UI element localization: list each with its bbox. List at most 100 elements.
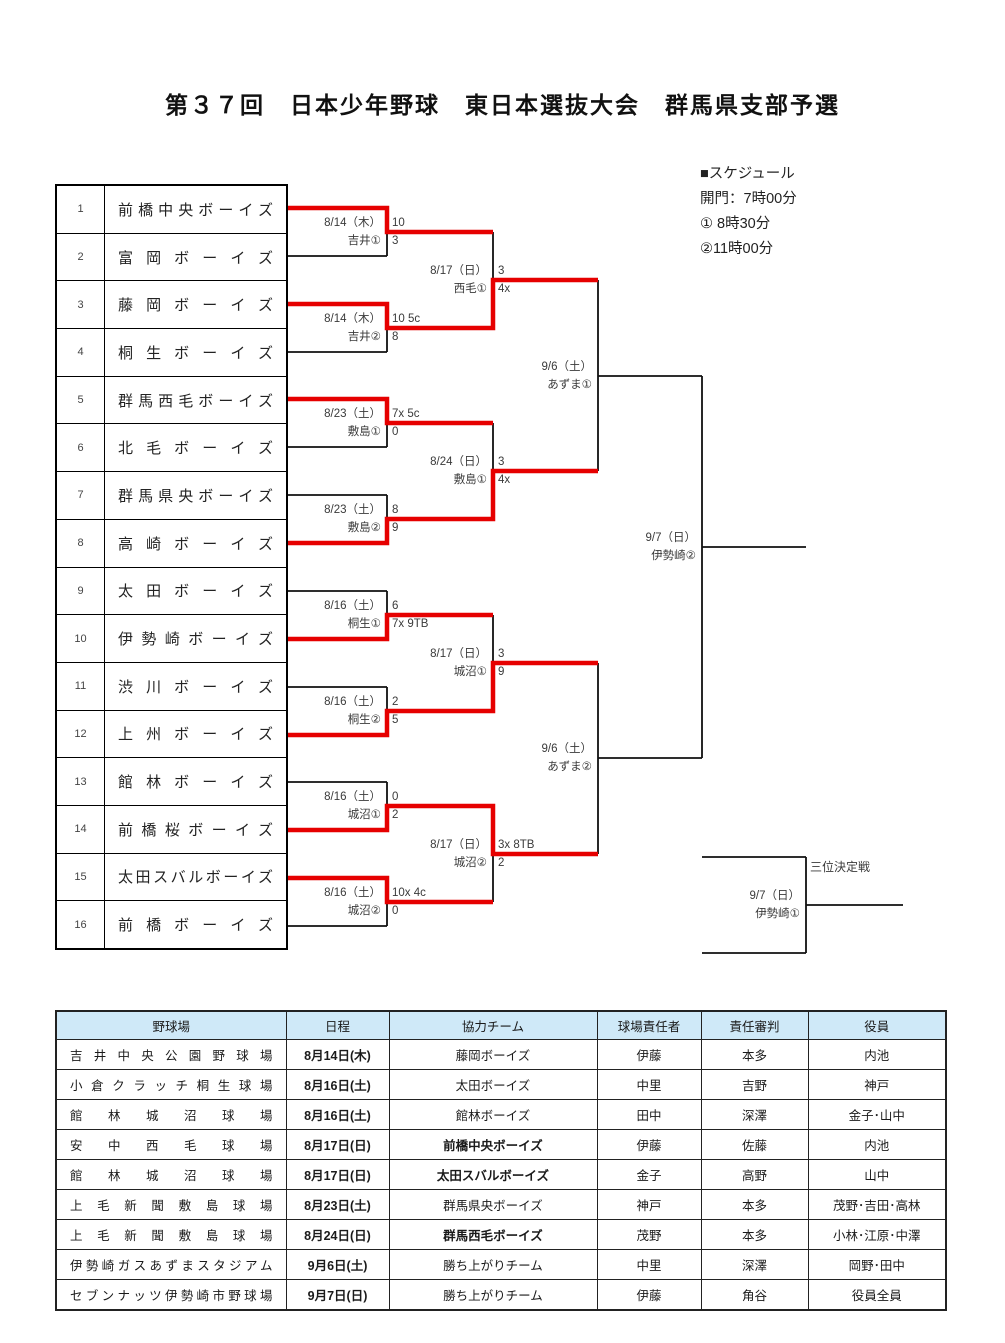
team-row: 10 伊勢崎ボーイズ <box>57 615 286 663</box>
seed-number: 2 <box>57 233 105 281</box>
game-date: 8月16日(土) <box>285 1099 390 1130</box>
match-score-top: 0 <box>392 791 399 803</box>
table-row: 上毛新聞敷島球場 8月23日(土) 群馬県央ボーイズ 神戸 本多 茂野･吉田･高… <box>55 1189 947 1220</box>
team-name: 桐生ボーイズ <box>118 344 273 362</box>
schedule-game2-time: ②11時00分 <box>700 241 774 257</box>
chief-umpire: 深澤 <box>700 1249 809 1280</box>
seed-number: 15 <box>57 853 105 901</box>
support-team: 藤岡ボーイズ <box>388 1039 598 1070</box>
match-venue: 敷島① <box>347 426 381 438</box>
table-header-row: 野球場 日程 協力チーム 球場責任者 責任審判 役員 <box>55 1010 947 1040</box>
staff-official: 小林･江原･中澤 <box>807 1219 947 1250</box>
team-list-box: 1 前橋中央ボーイズ 2 富岡ボーイズ 3 藤岡ボーイズ 4 桐生ボーイズ 5 群馬西毛ボ… <box>55 184 288 950</box>
team-name: 群馬県央ボーイズ <box>118 487 273 505</box>
game-date: 8月23日(土) <box>285 1189 390 1220</box>
game-date: 8月16日(土) <box>285 1069 390 1100</box>
team-name: 北毛ボーイズ <box>118 440 273 458</box>
table-row: 上毛新聞敷島球場 8月24日(日) 群馬西毛ボーイズ 茂野 本多 小林･江原･中… <box>55 1219 947 1250</box>
support-team: 群馬西毛ボーイズ <box>388 1219 598 1250</box>
match-date: 8/16（土） <box>324 791 381 803</box>
match-venue: 城沼① <box>347 809 381 821</box>
venue-name: 上毛新聞敷島球場 <box>70 1229 273 1243</box>
match-score-top: 3 <box>498 265 505 277</box>
venue-manager: 神戸 <box>596 1189 702 1220</box>
header-venue: 野球場 <box>55 1010 287 1040</box>
seed-number: 3 <box>57 281 105 329</box>
support-team: 太田スバルボーイズ <box>388 1159 598 1190</box>
match-date: 8/23（土） <box>324 504 381 516</box>
team-row: 2 富岡ボーイズ <box>57 233 286 282</box>
game-date: 8月17日(日) <box>285 1159 390 1190</box>
table-row: 吉井中央公園野球場 8月14日(木) 藤岡ボーイズ 伊藤 本多 内池 <box>55 1039 947 1070</box>
match-score-top: 3 <box>498 648 505 660</box>
seed-number: 5 <box>57 376 105 424</box>
match-date: 8/17（日） <box>430 265 487 277</box>
match-score-bottom: 2 <box>498 857 505 869</box>
seed-number: 9 <box>57 567 105 615</box>
staff-official: 神戸 <box>807 1069 947 1100</box>
venue-manager: 中里 <box>596 1069 702 1100</box>
team-row: 11 渋川ボーイズ <box>57 662 286 711</box>
chief-umpire: 高野 <box>700 1159 809 1190</box>
venue-manager: 茂野 <box>596 1219 702 1250</box>
seed-number: 16 <box>57 901 105 948</box>
table-row: 小倉クラッチ桐生球場 8月16日(土) 太田ボーイズ 中里 吉野 神戸 <box>55 1069 947 1100</box>
final-venue: 伊勢崎② <box>651 550 696 562</box>
match-score-top: 7x 5c <box>392 408 420 420</box>
final-date: 9/7（日） <box>645 532 697 544</box>
match-venue: あずま② <box>547 761 592 773</box>
match-score-bottom: 4x <box>498 474 511 486</box>
match-score-top: 10x 4c <box>392 887 426 899</box>
match-venue: 敷島② <box>347 522 381 534</box>
match-score-top: 3x 8TB <box>498 839 535 851</box>
staff-official: 内池 <box>807 1129 947 1160</box>
team-row: 13 館林ボーイズ <box>57 758 286 806</box>
match-date: 8/14（木） <box>324 313 381 325</box>
match-venue: 桐生② <box>347 714 381 726</box>
match-score-bottom: 0 <box>392 426 399 438</box>
venue-name: 上毛新聞敷島球場 <box>70 1199 273 1213</box>
game-date: 8月24日(日) <box>285 1219 390 1250</box>
support-team: 群馬県央ボーイズ <box>388 1189 598 1220</box>
team-row: 1 前橋中央ボーイズ <box>57 186 286 234</box>
table-row: 館林城沼球場 8月16日(土) 館林ボーイズ 田中 深澤 金子･山中 <box>55 1099 947 1130</box>
match-venue: 桐生① <box>347 618 381 630</box>
header-date: 日程 <box>285 1010 390 1040</box>
team-name: 高崎ボーイズ <box>118 535 273 553</box>
staff-official: 役員全員 <box>807 1279 947 1311</box>
venue-manager: 金子 <box>596 1159 702 1190</box>
match-score-bottom: 8 <box>392 331 399 343</box>
match-date: 8/16（土） <box>324 696 381 708</box>
match-venue: 西毛① <box>453 283 487 295</box>
team-row: 3 藤岡ボーイズ <box>57 281 286 330</box>
team-name: 前橋ボーイズ <box>118 917 273 935</box>
match-score-bottom: 0 <box>392 905 399 917</box>
team-name: 前橋桜ボーイズ <box>118 821 273 839</box>
third-place-venue: 伊勢崎① <box>755 908 800 920</box>
team-row: 6 北毛ボーイズ <box>57 424 286 473</box>
team-row: 7 群馬県央ボーイズ <box>57 472 286 520</box>
match-venue: 城沼① <box>453 666 487 678</box>
venue-manager: 伊藤 <box>596 1279 702 1311</box>
seed-number: 6 <box>57 424 105 472</box>
match-score-bottom: 5 <box>392 714 399 726</box>
match-date: 8/23（土） <box>324 408 381 420</box>
match-score-bottom: 3 <box>392 235 399 247</box>
table-row: 安中西毛球場 8月17日(日) 前橋中央ボーイズ 伊藤 佐藤 内池 <box>55 1129 947 1160</box>
team-row: 5 群馬西毛ボーイズ <box>57 376 286 425</box>
seed-number: 8 <box>57 519 105 567</box>
match-venue: 城沼② <box>453 857 487 869</box>
schedule-heading: ■スケジュール <box>700 166 795 182</box>
staff-official: 山中 <box>807 1159 947 1190</box>
third-place-date: 9/7（日） <box>749 890 801 902</box>
staff-official: 内池 <box>807 1039 947 1070</box>
venue-manager: 伊藤 <box>596 1129 702 1160</box>
venue-name: セブンナッツ伊勢崎市野球場 <box>70 1289 273 1303</box>
third-place-title: 三位決定戦 <box>810 860 871 874</box>
venue-name: 安中西毛球場 <box>70 1139 273 1153</box>
team-name: 渋川ボーイズ <box>118 678 273 696</box>
venue-manager: 伊藤 <box>596 1039 702 1070</box>
match-venue: 城沼② <box>347 905 381 917</box>
support-team: 前橋中央ボーイズ <box>388 1129 598 1160</box>
